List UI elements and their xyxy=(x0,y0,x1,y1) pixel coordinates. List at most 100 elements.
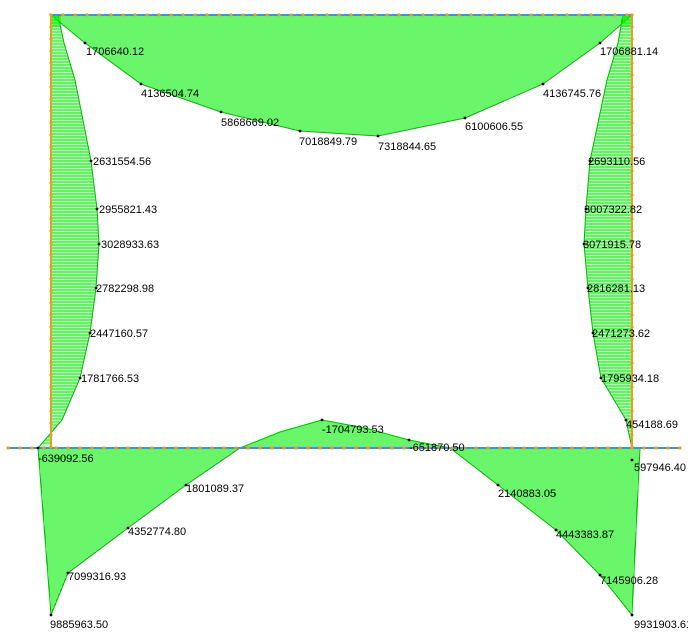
node-dot xyxy=(570,446,574,450)
node-dot xyxy=(613,13,617,17)
node-dot xyxy=(373,13,377,17)
node-dot xyxy=(198,446,202,450)
node-dot xyxy=(541,13,545,17)
bottom-beam-hogging-label-2: -1704793.53 xyxy=(322,424,384,436)
node-dot xyxy=(577,13,581,17)
node-dot xyxy=(330,446,334,450)
node-dot xyxy=(258,446,262,450)
node-dot xyxy=(49,229,53,233)
node-dot xyxy=(630,337,634,341)
node-dot xyxy=(462,446,466,450)
node-dot xyxy=(361,13,365,17)
value-marker xyxy=(630,613,634,617)
node-dot xyxy=(486,446,490,450)
node-dot xyxy=(433,13,437,17)
node-dot xyxy=(354,446,358,450)
value-marker xyxy=(541,82,545,86)
top-beam-label-5: 7318844.65 xyxy=(378,141,436,153)
node-dot xyxy=(474,446,478,450)
node-dot xyxy=(349,13,353,17)
value-marker xyxy=(36,446,40,450)
node-dot xyxy=(157,13,161,17)
node-dot xyxy=(421,13,425,17)
top-beam-label-1: 1706640.12 xyxy=(86,46,144,58)
node-dot xyxy=(630,49,634,53)
node-dot xyxy=(289,13,293,17)
node-dot xyxy=(630,349,634,353)
node-dot xyxy=(97,13,101,17)
value-marker xyxy=(89,159,93,163)
value-marker xyxy=(407,438,411,442)
bottom-beam-sagging-label-3: 4352774.80 xyxy=(128,526,186,538)
bottom-beam-hogging-label-4: 597946.40 xyxy=(634,462,686,474)
node-dot xyxy=(630,421,634,425)
node-dot xyxy=(49,73,53,77)
node-dot xyxy=(265,13,269,17)
node-dot xyxy=(49,181,53,185)
bottom-beam-hogging-label-3: -651870.50 xyxy=(409,442,465,454)
node-dot xyxy=(49,397,53,401)
node-dot xyxy=(186,446,190,450)
value-marker xyxy=(588,159,592,163)
node-dot xyxy=(49,277,53,281)
value-marker xyxy=(49,613,53,617)
value-marker xyxy=(554,528,558,532)
bottom-beam-sagging-label-2: 2140883.05 xyxy=(498,488,556,500)
node-dot xyxy=(49,109,53,113)
value-marker xyxy=(598,573,602,577)
value-labels: 1706640.12 4136504.74 5868669.02 7018849… xyxy=(38,46,688,631)
node-dot xyxy=(589,13,593,17)
left-column-label-6: 1781766.53 xyxy=(81,373,139,385)
right-column-label-5: 2471273.62 xyxy=(592,328,650,340)
node-dot xyxy=(234,446,238,450)
node-dot xyxy=(390,446,394,450)
node-dot xyxy=(49,193,53,197)
node-dot xyxy=(397,13,401,17)
node-dot xyxy=(534,446,538,450)
node-dot xyxy=(277,13,281,17)
node-dot xyxy=(49,409,53,413)
top-beam-label-2: 4136504.74 xyxy=(141,88,199,100)
node-dot xyxy=(630,409,634,413)
node-dot xyxy=(217,13,221,17)
node-dot xyxy=(49,133,53,137)
node-dot xyxy=(450,446,454,450)
bottom-beam-sagging-label-6: 7145906.28 xyxy=(600,575,658,587)
node-dot xyxy=(522,446,526,450)
node-dot xyxy=(174,446,178,450)
node-dot xyxy=(630,205,634,209)
node-dot xyxy=(61,13,65,17)
node-dot xyxy=(49,241,53,245)
value-marker xyxy=(624,418,628,422)
node-dot xyxy=(66,446,70,450)
top-beam-label-6: 6100606.55 xyxy=(465,121,523,133)
node-dot xyxy=(133,13,137,17)
node-dot xyxy=(457,13,461,17)
node-dot xyxy=(630,301,634,305)
value-marker xyxy=(219,110,223,114)
node-dot xyxy=(49,373,53,377)
node-dot xyxy=(49,145,53,149)
node-dot xyxy=(582,446,586,450)
node-dot xyxy=(630,181,634,185)
node-dot xyxy=(49,337,53,341)
node-dot xyxy=(18,446,22,450)
right-column-label-3: 3071915.78 xyxy=(583,239,641,251)
node-dot xyxy=(49,385,53,389)
node-dot xyxy=(529,13,533,17)
left-column-label-5: 2447160.57 xyxy=(90,328,148,340)
value-marker xyxy=(97,242,101,246)
node-dot xyxy=(102,446,106,450)
node-dot xyxy=(49,433,53,437)
node-dot xyxy=(630,157,634,161)
node-dot xyxy=(385,13,389,17)
node-dot xyxy=(414,446,418,450)
node-dot xyxy=(630,73,634,77)
node-dot xyxy=(498,446,502,450)
node-dot xyxy=(49,169,53,173)
node-dot xyxy=(630,397,634,401)
node-dot xyxy=(445,13,449,17)
node-dot xyxy=(505,13,509,17)
node-dot xyxy=(49,253,53,257)
node-dot xyxy=(241,13,245,17)
